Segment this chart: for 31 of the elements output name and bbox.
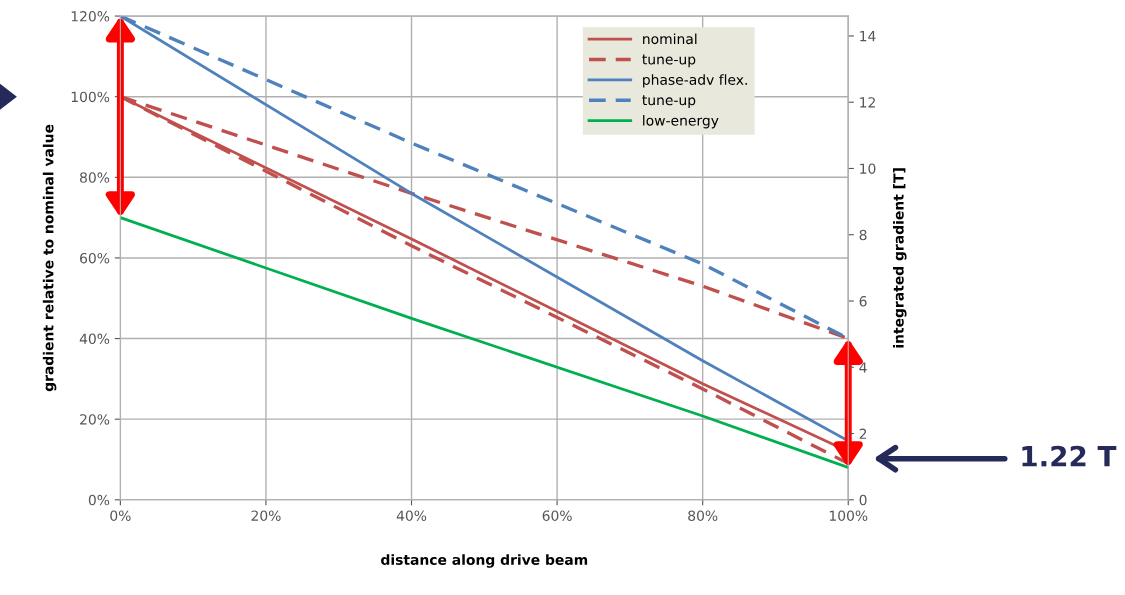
y2-tick-label: 12 [860, 97, 875, 108]
y2-tick-label: 6 [859, 295, 867, 307]
legend-label: nominal [643, 33, 697, 45]
x-tick-label: 0% [110, 510, 131, 521]
x-tick-label: 80% [688, 510, 718, 521]
x-axis-title: distance along drive beam [381, 554, 588, 568]
y-tick-label: 80% [80, 172, 110, 183]
legend-label: tune-up [642, 95, 696, 108]
y2-tick-label: 4 [859, 362, 867, 373]
y-tick-label: 60% [80, 252, 110, 264]
text: 1.22 T [1022, 445, 1117, 467]
x-tick-label: 40% [396, 510, 427, 521]
y2-tick-label: 2 [859, 428, 867, 439]
y2-tick-label: 10 [860, 163, 876, 174]
legend-label: low-energy [643, 114, 719, 129]
y2-axis-title: integrated gradient [T] [893, 168, 907, 348]
x-tick-label: 20% [251, 510, 281, 521]
y-tick-label: 120% [71, 11, 110, 22]
y2-tick-label: 0 [859, 494, 867, 506]
y-tick-label: 0% [88, 494, 110, 506]
y2-tick-label: 8 [859, 229, 867, 241]
y2-tick-label: 14 [860, 31, 876, 42]
legend-label: tune-up [642, 54, 696, 68]
y-tick-label: 40% [79, 333, 110, 345]
y-tick-label: 20% [80, 414, 110, 425]
x-tick-label: 60% [542, 510, 572, 521]
legend-label: phase-adv flex. [643, 74, 747, 88]
y-axis-title: gradient relative to nominal value [42, 124, 57, 392]
x-tick-label: 100% [829, 510, 868, 521]
y-tick-label: 100% [71, 91, 110, 103]
line-series [120, 216, 849, 469]
